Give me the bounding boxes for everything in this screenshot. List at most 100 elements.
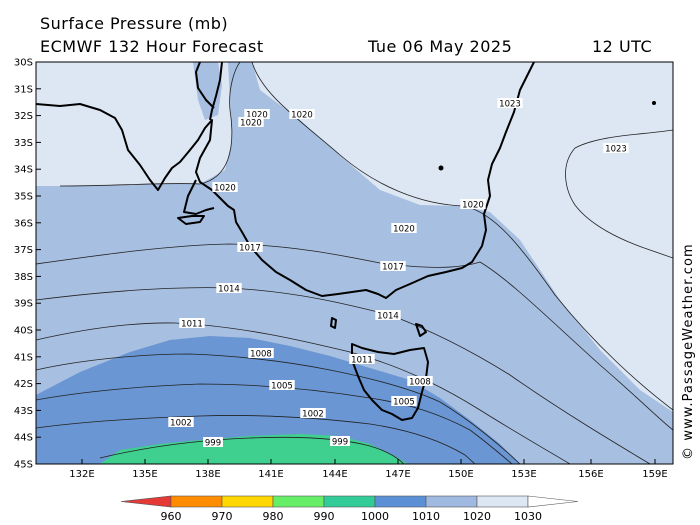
isobar-1005 (36, 383, 513, 464)
isobar-label-bg (330, 436, 350, 446)
legend-label-1010: 1010 (412, 510, 440, 523)
legend-label-990: 990 (314, 510, 335, 523)
isobar-1011 (36, 322, 571, 464)
coast-yorke (183, 179, 215, 215)
forecast-date: Tue 06 May 2025 (368, 37, 513, 56)
isobar-label-1020: 1020 (462, 201, 484, 211)
isobar-1002 (36, 415, 476, 464)
isobar-label-1011: 1011 (181, 320, 203, 330)
lat-label-38S: 38S (14, 272, 33, 283)
legend-swatch (170, 495, 223, 508)
island-dot (652, 101, 656, 105)
isobar-label-999: 999 (332, 438, 348, 448)
legend-arrow-low (120, 495, 172, 508)
isobar-label-999: 999 (205, 439, 221, 449)
map-frame (35, 61, 674, 465)
isobar-label-bg (497, 98, 523, 108)
legend-swatch (221, 495, 274, 508)
forecast-time: 12 UTC (592, 37, 653, 56)
isobar-label-bg (391, 223, 417, 233)
isobar-label-1020: 1020 (246, 111, 268, 121)
isobar-1017 (36, 243, 673, 431)
model-run-label: ECMWF 132 Hour Forecast (40, 37, 264, 56)
legend-swatch (272, 495, 325, 508)
isobar-label-1020: 1020 (291, 111, 313, 121)
isobar-label-1005: 1005 (393, 398, 415, 408)
coast-mainland (36, 62, 535, 299)
legend-label-1030: 1030 (514, 510, 542, 523)
pressure-legend: 960 970 980 990 1000 1010 1020 1030 (120, 495, 579, 523)
lat-label-42S: 42S (14, 379, 33, 390)
lon-label-159E: 159E (642, 469, 667, 480)
coast-gulf-west (195, 62, 215, 109)
isobar-999 (99, 436, 405, 464)
coast-spencer (209, 62, 223, 121)
lat-label-30S: 30S (14, 58, 33, 69)
isobar-label-1014: 1014 (218, 285, 240, 295)
isobar-label-1020: 1020 (240, 119, 262, 129)
isobar-label-bg (269, 380, 295, 390)
isobar-label-bg (237, 242, 263, 252)
coast-king-island (330, 317, 337, 329)
isobar-label-1017: 1017 (382, 263, 404, 273)
latitude-labels: 30S 31S 32S 33S 34S 35S 36S 37S 38S 39S 40S 41S 42S 4… (14, 58, 33, 471)
legend-swatch (476, 495, 529, 508)
isobar-label-1005: 1005 (271, 382, 293, 392)
isobar-label-bg (380, 261, 406, 271)
lat-label-45S: 45S (14, 460, 33, 471)
isobar-1023 (565, 129, 673, 259)
chart-title: Surface Pressure (mb) (40, 14, 229, 33)
legend-label-970: 970 (212, 510, 233, 523)
isobar-label-1023: 1023 (499, 100, 521, 110)
lat-label-36S: 36S (14, 218, 33, 229)
lat-label-37S: 37S (14, 245, 33, 256)
isobar-label-1002: 1002 (170, 419, 192, 429)
isobar-label-bg (203, 437, 223, 447)
isobar-label-bg (216, 283, 242, 293)
lat-label-39S: 39S (14, 299, 33, 310)
isobar-label-bg (168, 417, 194, 427)
longitude-labels: 132E 135E 138E 141E 144E 147E 150E 153E 156E 159E (69, 469, 667, 480)
lat-label-40S: 40S (14, 326, 33, 337)
lat-label-43S: 43S (14, 406, 33, 417)
isobar-label-1020: 1020 (393, 225, 415, 235)
lat-label-31S: 31S (14, 84, 33, 95)
band-1010-1020-north (193, 62, 222, 120)
lon-label-150E: 150E (448, 469, 473, 480)
legend-swatch (425, 495, 478, 508)
isobar-label-1017: 1017 (239, 244, 261, 254)
lat-label-44S: 44S (14, 433, 33, 444)
isobar-label-bg (375, 310, 401, 320)
legend-swatch (323, 495, 376, 508)
coast-kangaroo-island (177, 215, 205, 225)
isobar-label-bg (289, 109, 315, 119)
isobar-label-bg (391, 396, 417, 406)
isobar-label-bg (238, 117, 264, 127)
watermark-text: © www.PassageWeather.com (681, 243, 696, 460)
isobar-label-bg (349, 354, 375, 364)
isobar-label-1020: 1020 (214, 184, 236, 194)
isobar-label-1011: 1011 (351, 356, 373, 366)
isobar-label-1008: 1008 (409, 378, 431, 388)
lon-label-135E: 135E (132, 469, 157, 480)
isobar-label-bg (212, 182, 238, 192)
lat-label-34S: 34S (14, 165, 33, 176)
legend-swatch (374, 495, 427, 508)
legend-arrow-high (527, 495, 579, 508)
lon-label-156E: 156E (578, 469, 603, 480)
isobar-label-bg (248, 348, 274, 358)
lat-label-41S: 41S (14, 352, 33, 363)
isobar-1020 (59, 62, 241, 187)
lon-label-132E: 132E (69, 469, 94, 480)
isobar-label-1002: 1002 (302, 410, 324, 420)
legend-label-1000: 1000 (361, 510, 389, 523)
isobar-label-1023: 1023 (605, 145, 627, 155)
watermark: © www.PassageWeather.com (681, 243, 696, 460)
lord-howe-dot (438, 165, 444, 171)
isobar-label-bg (460, 199, 486, 209)
lat-label-33S: 33S (14, 138, 33, 149)
legend-label-980: 980 (263, 510, 284, 523)
coast-flinders-island (415, 323, 427, 337)
isobar-label-bg (407, 376, 433, 386)
